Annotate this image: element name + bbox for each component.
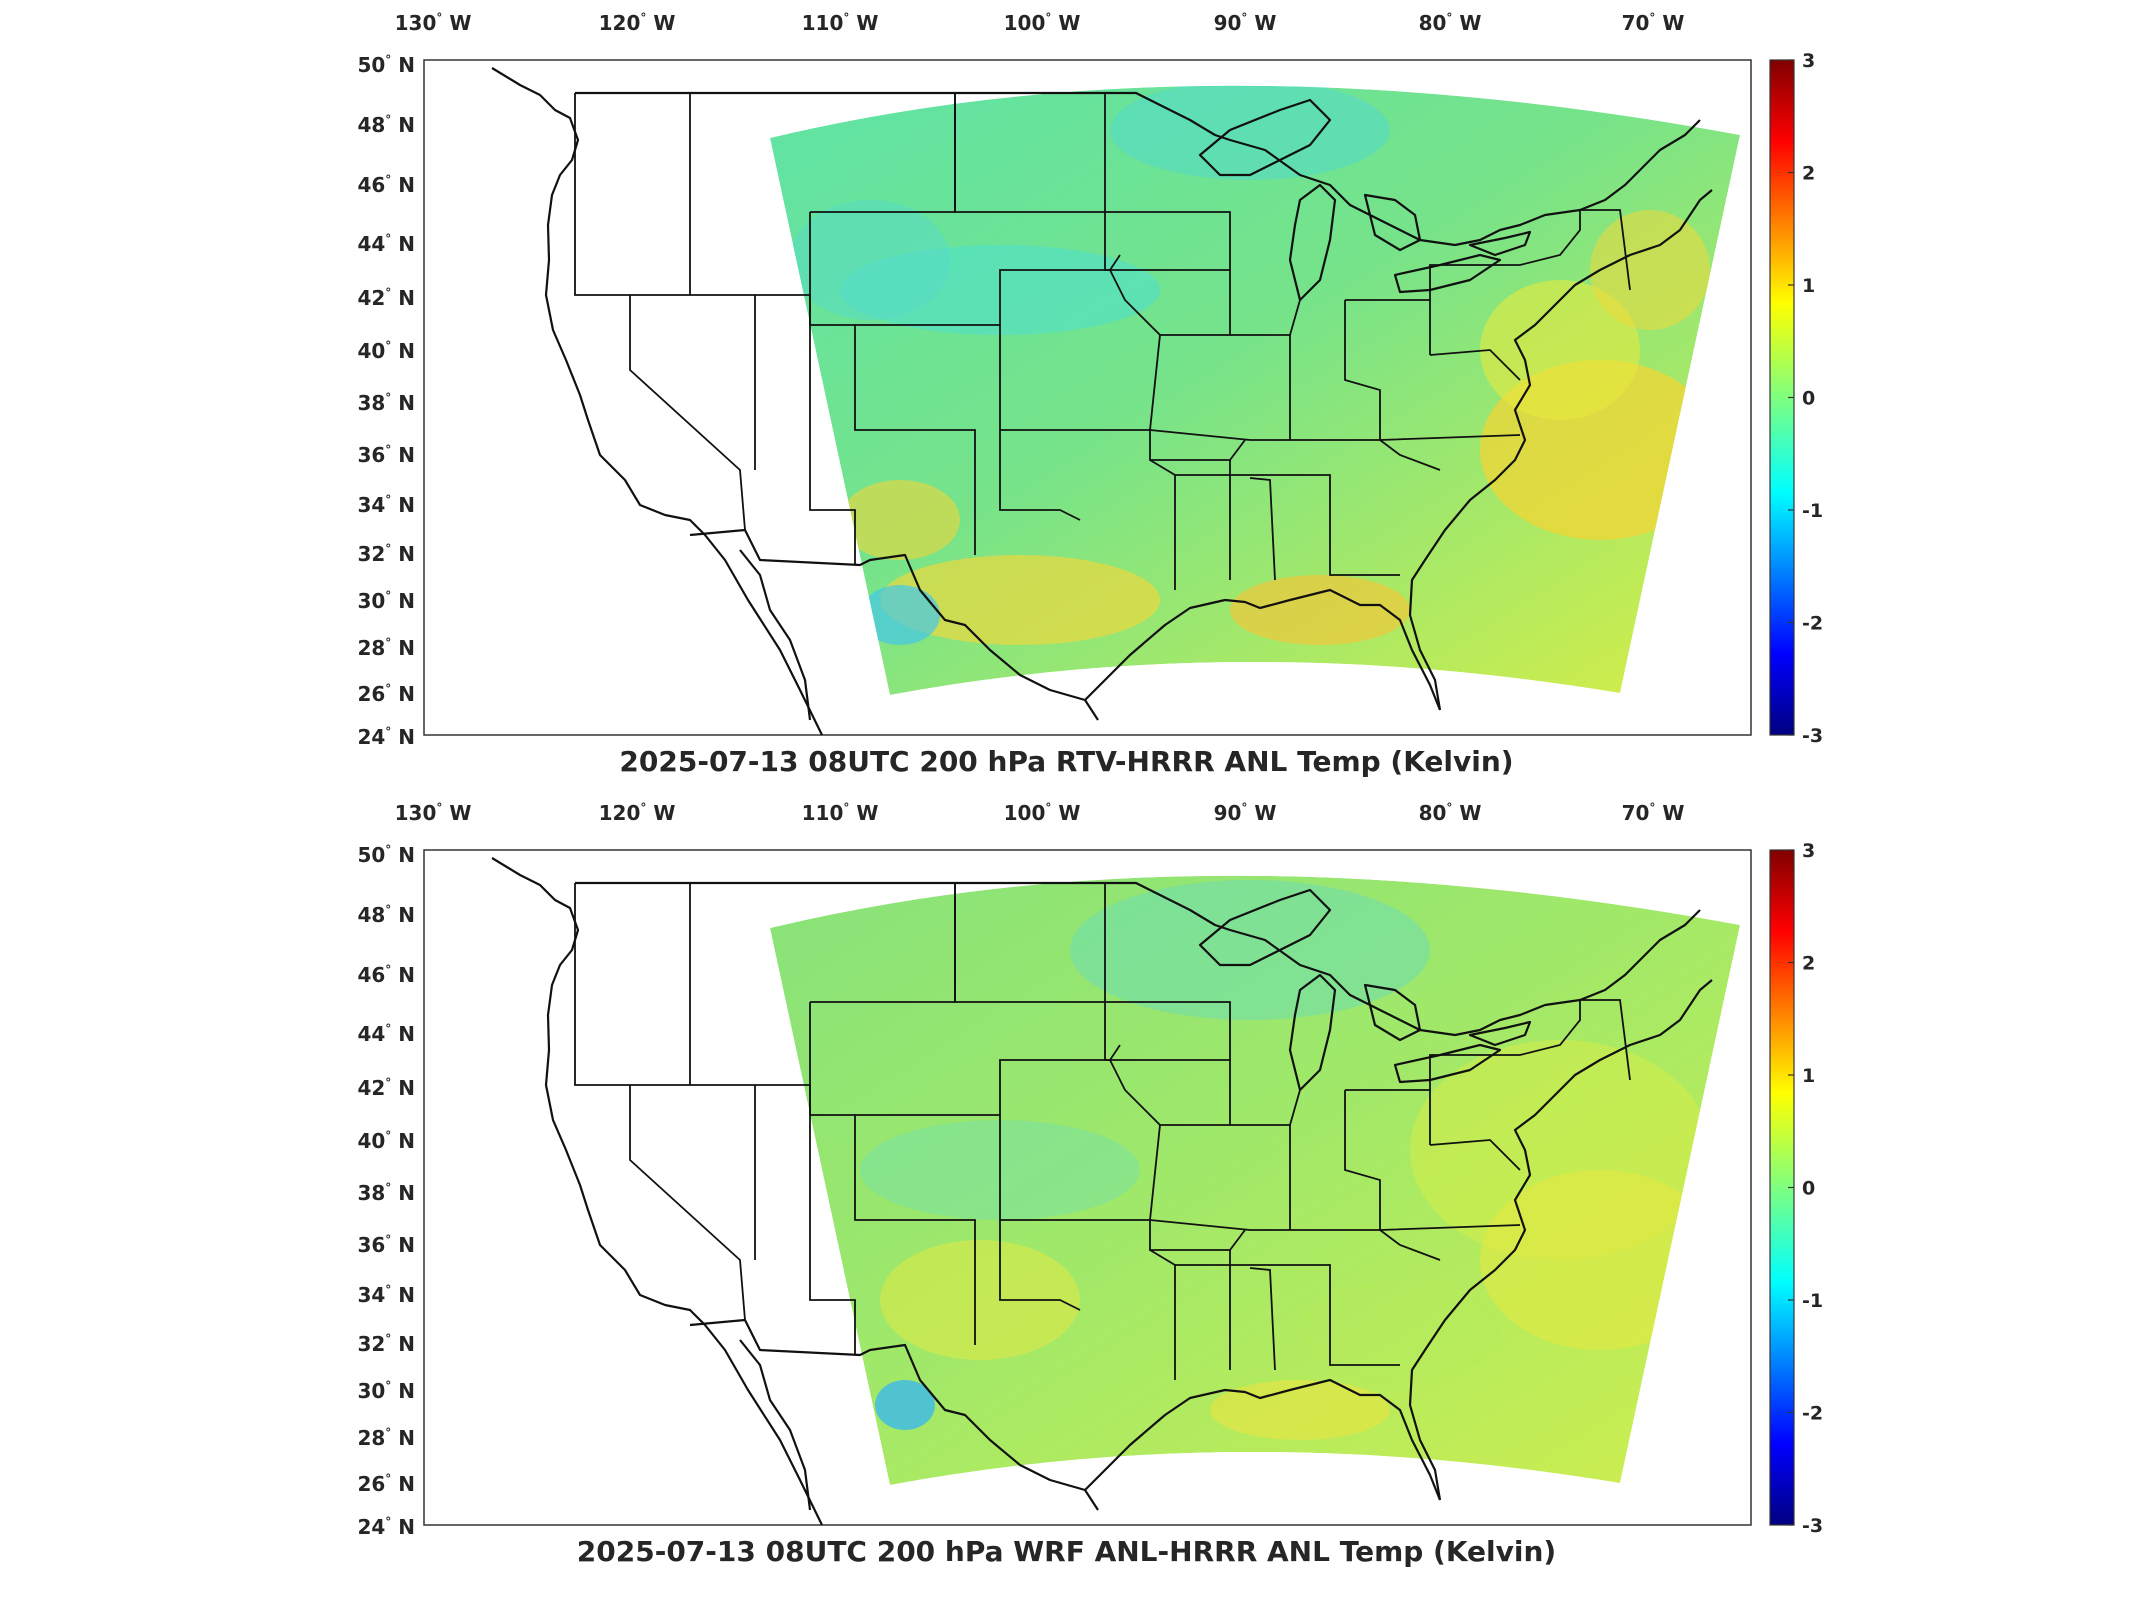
lat-tick-label: 30° N	[357, 589, 415, 613]
lat-tick-label: 30° N	[357, 1379, 415, 1403]
lon-tick-label: 120° W	[599, 11, 676, 35]
lat-tick-label: 32° N	[357, 1332, 415, 1356]
state-boundaries	[574, 883, 1631, 1380]
colorbar-tick-label: -2	[1802, 613, 1823, 635]
lon-tick-label: 110° W	[802, 11, 879, 35]
panel-title-bottom: 2025-07-13 08UTC 200 hPa WRF ANL-HRRR AN…	[576, 1535, 1557, 1568]
lat-tick-label: 46° N	[357, 963, 415, 987]
lat-tick-label: 50° N	[357, 843, 415, 867]
lon-tick-label: 70° W	[1622, 801, 1685, 825]
lon-tick-label: 130° W	[395, 11, 472, 35]
map-figure-top: 130° W 120° W 110° W 100° W 90° W 80° W 70° W 5…	[357, 11, 1823, 749]
colorbar-tick-label: 2	[1802, 953, 1815, 975]
lat-tick-label: 42° N	[357, 286, 415, 310]
lat-tick-label: 38° N	[357, 391, 415, 415]
map-outlines	[491, 857, 1713, 1526]
lat-tick-label: 26° N	[357, 1472, 415, 1496]
lon-tick-label: 100° W	[1004, 801, 1081, 825]
map-figure-bottom: 130° W 120° W 110° W 100° W 90° W 80° W 70° W 5…	[357, 801, 1823, 1539]
lat-tick-label: 50° N	[357, 53, 415, 77]
lat-tick-label: 36° N	[357, 443, 415, 467]
lat-tick-label: 28° N	[357, 636, 415, 660]
state-boundaries	[574, 93, 1631, 590]
colorbar-tick-label: -1	[1802, 500, 1823, 522]
colorbar-tick-label: 1	[1802, 275, 1815, 297]
colorbar-tick-label: 0	[1802, 1178, 1815, 1200]
lon-tick-label: 120° W	[599, 801, 676, 825]
lat-tick-label: 36° N	[357, 1233, 415, 1257]
colorbar-tick-label: 0	[1802, 388, 1815, 410]
lon-tick-label: 80° W	[1419, 801, 1482, 825]
colorbar-tick-label: 3	[1802, 50, 1815, 72]
lat-tick-label: 40° N	[357, 339, 415, 363]
lon-tick-label: 100° W	[1004, 11, 1081, 35]
lon-tick-label: 80° W	[1419, 11, 1482, 35]
panel-title-top: 2025-07-13 08UTC 200 hPa RTV-HRRR ANL Te…	[619, 745, 1514, 778]
colorbar-tick-label: -3	[1802, 1515, 1823, 1537]
map-panel-bottom: 130° W 120° W 110° W 100° W 90° W 80° W 70° W 5…	[0, 790, 2133, 1580]
colorbar-tick-label: 3	[1802, 840, 1815, 862]
colorbar-tick-label: -2	[1802, 1403, 1823, 1425]
lat-tick-label: 34° N	[357, 493, 415, 517]
lat-tick-label: 32° N	[357, 542, 415, 566]
lon-tick-label: 110° W	[802, 801, 879, 825]
map-panel-top: 130° W 120° W 110° W 100° W 90° W 80° W 70° W 5…	[0, 0, 2133, 790]
lat-tick-label: 48° N	[357, 113, 415, 137]
lat-tick-label: 44° N	[357, 1022, 415, 1046]
lon-tick-label: 130° W	[395, 801, 472, 825]
anomaly-field	[770, 85, 1740, 696]
lat-tick-label: 38° N	[357, 1181, 415, 1205]
lat-tick-label: 40° N	[357, 1129, 415, 1153]
colorbar-tick-label: 1	[1802, 1065, 1815, 1087]
lat-tick-label: 48° N	[357, 903, 415, 927]
lon-tick-label: 90° W	[1214, 801, 1277, 825]
lat-tick-label: 46° N	[357, 173, 415, 197]
colorbar-tick-label: -3	[1802, 725, 1823, 747]
lat-tick-label: 44° N	[357, 232, 415, 256]
lon-tick-label: 70° W	[1622, 11, 1685, 35]
lat-tick-label: 42° N	[357, 1076, 415, 1100]
lat-tick-label: 28° N	[357, 1426, 415, 1450]
lon-tick-label: 90° W	[1214, 11, 1277, 35]
lat-tick-label: 34° N	[357, 1283, 415, 1307]
colorbar-tick-label: 2	[1802, 163, 1815, 185]
anomaly-field	[770, 875, 1740, 1485]
map-outlines	[491, 67, 1713, 736]
lat-tick-label: 26° N	[357, 682, 415, 706]
colorbar-tick-label: -1	[1802, 1290, 1823, 1312]
